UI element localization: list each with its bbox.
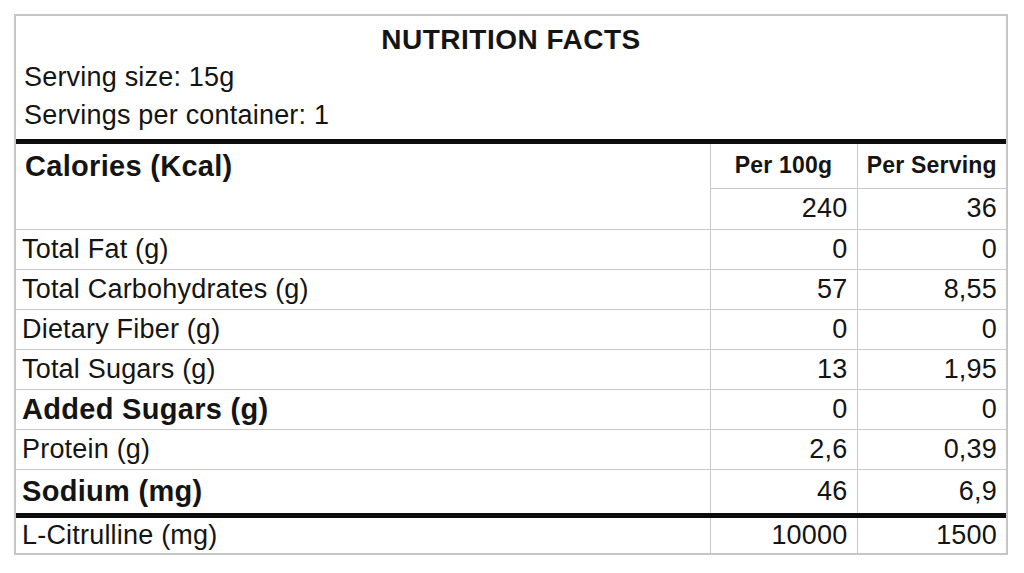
table-row: Sodium (mg) 46 6,9 [16, 469, 1006, 515]
servings-per-container-line: Servings per container: 1 [24, 96, 998, 134]
row-label: Added Sugars (g) [16, 389, 710, 429]
row-per-serving: 0,39 [857, 429, 1006, 469]
row-per-100g: 13 [710, 349, 857, 389]
row-label: Sodium (mg) [16, 469, 710, 515]
row-label: Total Carbohydrates (g) [16, 269, 710, 309]
row-per-100g: 0 [710, 309, 857, 349]
table-row: Total Sugars (g) 13 1,95 [16, 349, 1006, 389]
row-label: Dietary Fiber (g) [16, 309, 710, 349]
nutrition-label: NUTRITION FACTS Serving size: 15g Servin… [14, 14, 1008, 555]
calories-per-100g: 240 [710, 188, 857, 229]
row-per-100g: 2,6 [710, 429, 857, 469]
nutrition-table-body: Calories (Kcal) Per 100g Per Serving 240… [16, 144, 1006, 553]
row-per-serving: 6,9 [857, 469, 1006, 515]
nutrition-table: Calories (Kcal) Per 100g Per Serving 240… [16, 144, 1006, 553]
col-header-per-100g: Per 100g [710, 144, 857, 188]
table-row: L-Citrulline (mg) 10000 1500 [16, 515, 1006, 553]
table-row: Dietary Fiber (g) 0 0 [16, 309, 1006, 349]
table-row: Protein (g) 2,6 0,39 [16, 429, 1006, 469]
row-per-serving: 0 [857, 229, 1006, 269]
row-label: Total Sugars (g) [16, 349, 710, 389]
table-row: Added Sugars (g) 0 0 [16, 389, 1006, 429]
nutrition-title: NUTRITION FACTS [24, 22, 998, 58]
row-per-serving: 1,95 [857, 349, 1006, 389]
row-per-serving: 0 [857, 309, 1006, 349]
row-per-100g: 0 [710, 389, 857, 429]
row-label: L-Citrulline (mg) [16, 515, 710, 553]
row-label: Protein (g) [16, 429, 710, 469]
row-label: Total Fat (g) [16, 229, 710, 269]
table-row: Total Carbohydrates (g) 57 8,55 [16, 269, 1006, 309]
row-per-serving: 1500 [857, 515, 1006, 553]
label-header: NUTRITION FACTS Serving size: 15g Servin… [16, 16, 1006, 144]
row-per-100g: 10000 [710, 515, 857, 553]
row-per-serving: 8,55 [857, 269, 1006, 309]
calories-label-cell: Calories (Kcal) [16, 144, 710, 229]
row-per-100g: 0 [710, 229, 857, 269]
row-per-100g: 57 [710, 269, 857, 309]
table-row: Total Fat (g) 0 0 [16, 229, 1006, 269]
calories-per-serving: 36 [857, 188, 1006, 229]
row-per-100g: 46 [710, 469, 857, 515]
row-per-serving: 0 [857, 389, 1006, 429]
table-header-row: Calories (Kcal) Per 100g Per Serving [16, 144, 1006, 188]
col-header-per-serving: Per Serving [857, 144, 1006, 188]
serving-size-line: Serving size: 15g [24, 58, 998, 96]
